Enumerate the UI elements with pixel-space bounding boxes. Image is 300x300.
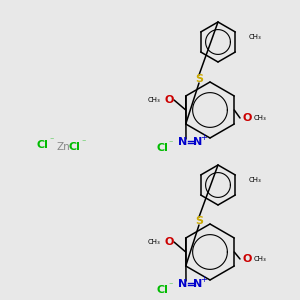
Text: +: + [201, 133, 207, 142]
Text: +: + [201, 274, 207, 284]
Text: ⁻: ⁻ [169, 139, 173, 148]
Text: ⁻: ⁻ [82, 137, 86, 146]
Text: CH₃: CH₃ [249, 177, 262, 183]
Text: Cl: Cl [36, 140, 48, 150]
Text: O: O [164, 95, 174, 105]
Text: N: N [178, 279, 188, 289]
Text: S: S [195, 216, 203, 226]
Text: Zn: Zn [56, 142, 70, 152]
Text: CH₃: CH₃ [249, 34, 262, 40]
Text: N: N [178, 137, 188, 147]
Text: Cl: Cl [156, 143, 168, 153]
Text: CH₃: CH₃ [148, 239, 160, 245]
Text: O: O [164, 237, 174, 247]
Text: ⁻: ⁻ [169, 280, 173, 290]
Text: O: O [242, 113, 252, 123]
Text: N: N [194, 279, 202, 289]
Text: CH₃: CH₃ [254, 256, 266, 262]
Text: S: S [195, 74, 203, 84]
Text: ⁻: ⁻ [50, 136, 54, 145]
Text: CH₃: CH₃ [254, 115, 266, 121]
Text: N: N [194, 137, 202, 147]
Text: Cl: Cl [68, 142, 80, 152]
Text: O: O [242, 254, 252, 264]
Text: Cl: Cl [156, 285, 168, 295]
Text: CH₃: CH₃ [148, 97, 160, 103]
